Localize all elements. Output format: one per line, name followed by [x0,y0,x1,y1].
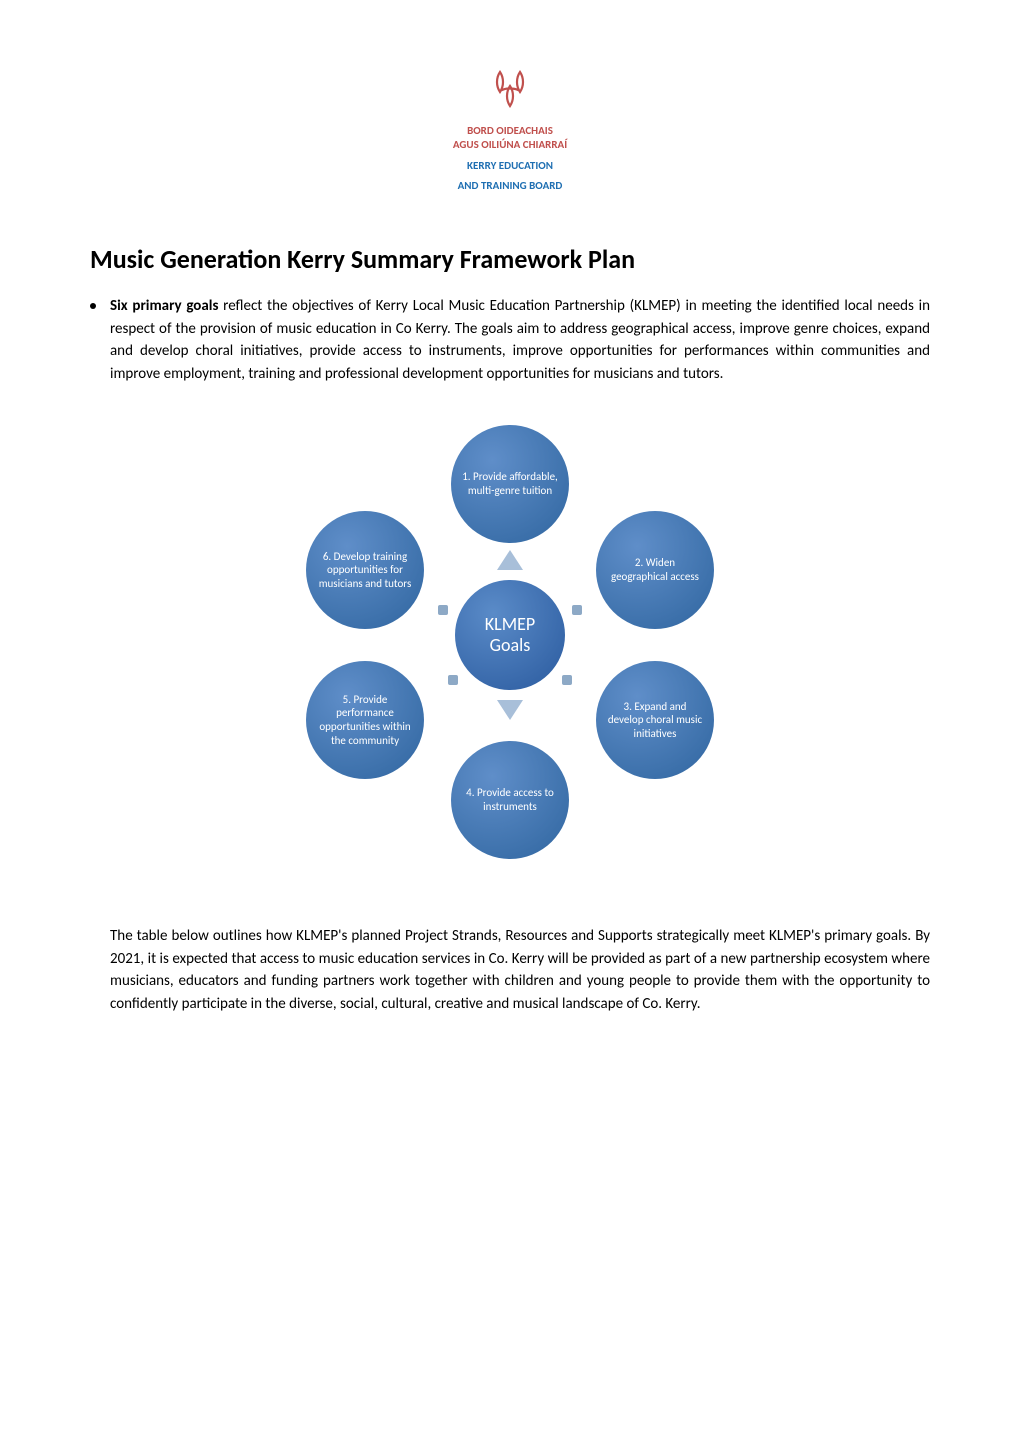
diagram-connector-4 [438,605,448,615]
diagram-node-1: 1. Provide affordable, multi-genre tuiti… [451,425,569,543]
diagram-connector-1 [572,605,582,615]
bullet-rest: reflect the objectives of Kerry Local Mu… [110,297,930,383]
logo-icon [482,60,538,116]
closing-paragraph: The table below outlines how KLMEP's pla… [110,925,930,1015]
diagram-node-5: 5. Provide performance opportunities wit… [306,661,424,779]
bullet-text: Six primary goals reflect the objectives… [110,295,930,385]
diagram-node-6: 6. Develop training opportunities for mu… [306,511,424,629]
diagram-connector-2 [562,675,572,685]
diagram-center: KLMEP Goals [455,580,565,690]
goals-diagram: KLMEP Goals 1. Provide affordable, multi… [90,415,930,855]
bullet-dot-icon [90,303,96,309]
diagram-connector-3 [448,675,458,685]
logo-irish-line2: AGUS OILIÚNA CHIARRAÍ [90,138,930,152]
logo-irish-line1: BORD OIDEACHAIS [90,124,930,138]
logo-english-line2: AND TRAINING BOARD [90,179,930,193]
center-line1: KLMEP [485,614,535,636]
bullet-bold: Six primary goals [110,297,218,315]
diagram-node-3: 3. Expand and develop choral music initi… [596,661,714,779]
logo-english-line1: KERRY EDUCATION [90,159,930,173]
diagram-node-2: 2. Widen geographical access [596,511,714,629]
arrow-up-icon [497,550,523,570]
logo-block: BORD OIDEACHAIS AGUS OILIÚNA CHIARRAÍ KE… [90,60,930,193]
arrow-down-icon [497,700,523,720]
page-title: Music Generation Kerry Summary Framework… [90,243,930,275]
center-line2: Goals [490,635,531,657]
primary-bullet: Six primary goals reflect the objectives… [90,295,930,385]
diagram-node-4: 4. Provide access to instruments [451,741,569,859]
